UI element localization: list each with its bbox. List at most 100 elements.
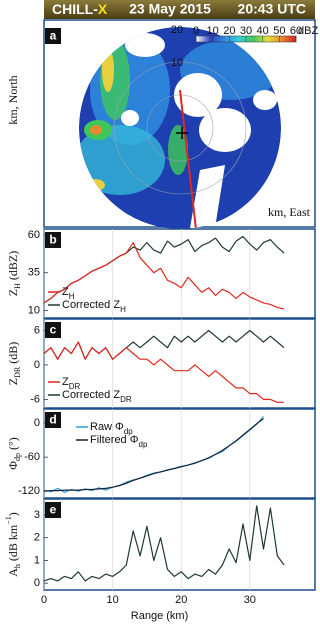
- y-tick-label: 2: [34, 532, 40, 544]
- banner-bg: [44, 0, 315, 19]
- panel-label: b: [49, 233, 56, 247]
- y-axis-label: km, North: [6, 75, 20, 124]
- y-tick-label: -60: [24, 451, 40, 463]
- label-part: DR: [13, 366, 22, 378]
- banner: CHILL-X 23 May 2015 20:43 UTC: [44, 0, 315, 19]
- panel-label: c: [50, 323, 57, 337]
- y-tick-label: -6: [30, 393, 40, 405]
- x-tick-label: 0: [41, 594, 47, 606]
- label-part: Φ: [6, 461, 20, 470]
- colorbar-tick-label: 50: [273, 25, 285, 37]
- label-part: (dB km: [6, 524, 20, 564]
- label-part: A: [6, 568, 20, 577]
- y-tick-label: 0: [34, 359, 40, 371]
- banner-date: 23 May 2015: [129, 1, 211, 17]
- label-part: (°): [6, 437, 20, 453]
- ring-label: 10: [171, 57, 183, 69]
- x-tick-label: 30: [244, 594, 256, 606]
- y-axis-label: ZH (dBZ): [6, 251, 23, 296]
- label-part: H: [69, 292, 75, 301]
- panel-label: a: [50, 29, 57, 43]
- label-part: (dB): [6, 342, 20, 367]
- label-part: dp: [124, 427, 133, 436]
- label-part: H: [13, 283, 22, 289]
- echo: [90, 125, 102, 135]
- banner-accent: X: [98, 1, 108, 17]
- label-part: DR: [120, 395, 132, 404]
- label-part: h: [13, 564, 22, 568]
- banner-station: CHILL-: [52, 1, 98, 17]
- label-part: −1: [4, 516, 13, 525]
- colorbar-tick-label: 40: [257, 25, 269, 37]
- legend-label: Filtered Φdp: [90, 434, 148, 449]
- clear-air: [199, 108, 251, 152]
- y-axis-label: Ah (dB km−1): [4, 512, 22, 577]
- y-tick-label: 1: [34, 554, 40, 566]
- colorbar-tick-label: 60: [290, 25, 302, 37]
- clear-air: [125, 33, 165, 57]
- colorbar-tick-label: 20: [223, 25, 235, 37]
- label-part: DR: [69, 382, 81, 391]
- y-tick-label: 60: [28, 229, 40, 241]
- clear-air: [121, 110, 139, 126]
- panel-label: d: [49, 413, 56, 427]
- banner-time: 20:43 UTC: [238, 1, 306, 17]
- echo: [168, 125, 188, 175]
- legend-label: Corrected ZDR: [62, 389, 132, 404]
- x-axis-label: km, East: [268, 205, 311, 219]
- legend-label: Raw Φdp: [90, 421, 133, 436]
- banner-title: CHILL-X: [52, 1, 108, 17]
- series-line: [43, 341, 285, 403]
- series-line: [43, 242, 285, 310]
- label-part: Raw Φ: [90, 421, 124, 433]
- label-part: H: [120, 305, 126, 314]
- legend-label: Corrected ZH: [62, 299, 126, 314]
- ray: [179, 89, 197, 229]
- y-tick-label: 0: [34, 577, 40, 589]
- panel-frame: [43, 408, 316, 499]
- x-tick-label: 10: [106, 594, 118, 606]
- label-part: Z: [6, 378, 20, 385]
- label-part: Corrected Z: [62, 389, 120, 401]
- panel-label-box: [45, 232, 61, 248]
- panel-frame: [43, 318, 316, 409]
- colorbar-tick-label: 10: [207, 25, 219, 37]
- panel-label-box: [45, 28, 61, 44]
- y-tick-label: 10: [28, 304, 40, 316]
- ring-label: 20: [171, 24, 183, 36]
- legend-label: ZDR: [62, 376, 81, 391]
- label-part: Corrected Z: [62, 299, 120, 311]
- range-ring: [113, 61, 247, 195]
- label-part: Filtered Φ: [90, 434, 139, 446]
- label-part: dp: [13, 453, 22, 461]
- colorbar-tick-label: 30: [240, 25, 252, 37]
- y-tick-label: 0: [34, 417, 40, 429]
- series-line: [43, 505, 285, 582]
- colorbar-unit: dBZ: [298, 25, 318, 37]
- x-axis-label: Range (km): [131, 610, 188, 622]
- series-line: [43, 418, 264, 492]
- clear-air: [174, 73, 222, 117]
- label-part: Z: [62, 376, 69, 388]
- y-tick-label: -120: [18, 485, 40, 497]
- y-axis-label: ZDR (dB): [6, 342, 23, 385]
- y-tick-label: 35: [28, 267, 40, 279]
- line-panel: 0 10 20 30 0 1 2 3 e Ah (dB km−1) Range (km): [4, 498, 316, 622]
- echo: [79, 125, 165, 195]
- panel-label-box: [45, 412, 61, 428]
- panel-label-box: [45, 322, 61, 338]
- clear-air: [253, 90, 277, 110]
- panel-frame: [43, 498, 316, 591]
- ppi-panel: 20 10 a km, North km, East 0 10 20 30 40 50 60…: [6, 19, 318, 229]
- panel-label: e: [50, 503, 57, 517]
- colorbar-tick-label: 0: [193, 25, 199, 37]
- y-axis-label: Φdp (°): [6, 437, 23, 470]
- legend-label: ZH: [62, 286, 75, 301]
- label-part: dp: [139, 440, 148, 449]
- clear-air: [190, 165, 225, 228]
